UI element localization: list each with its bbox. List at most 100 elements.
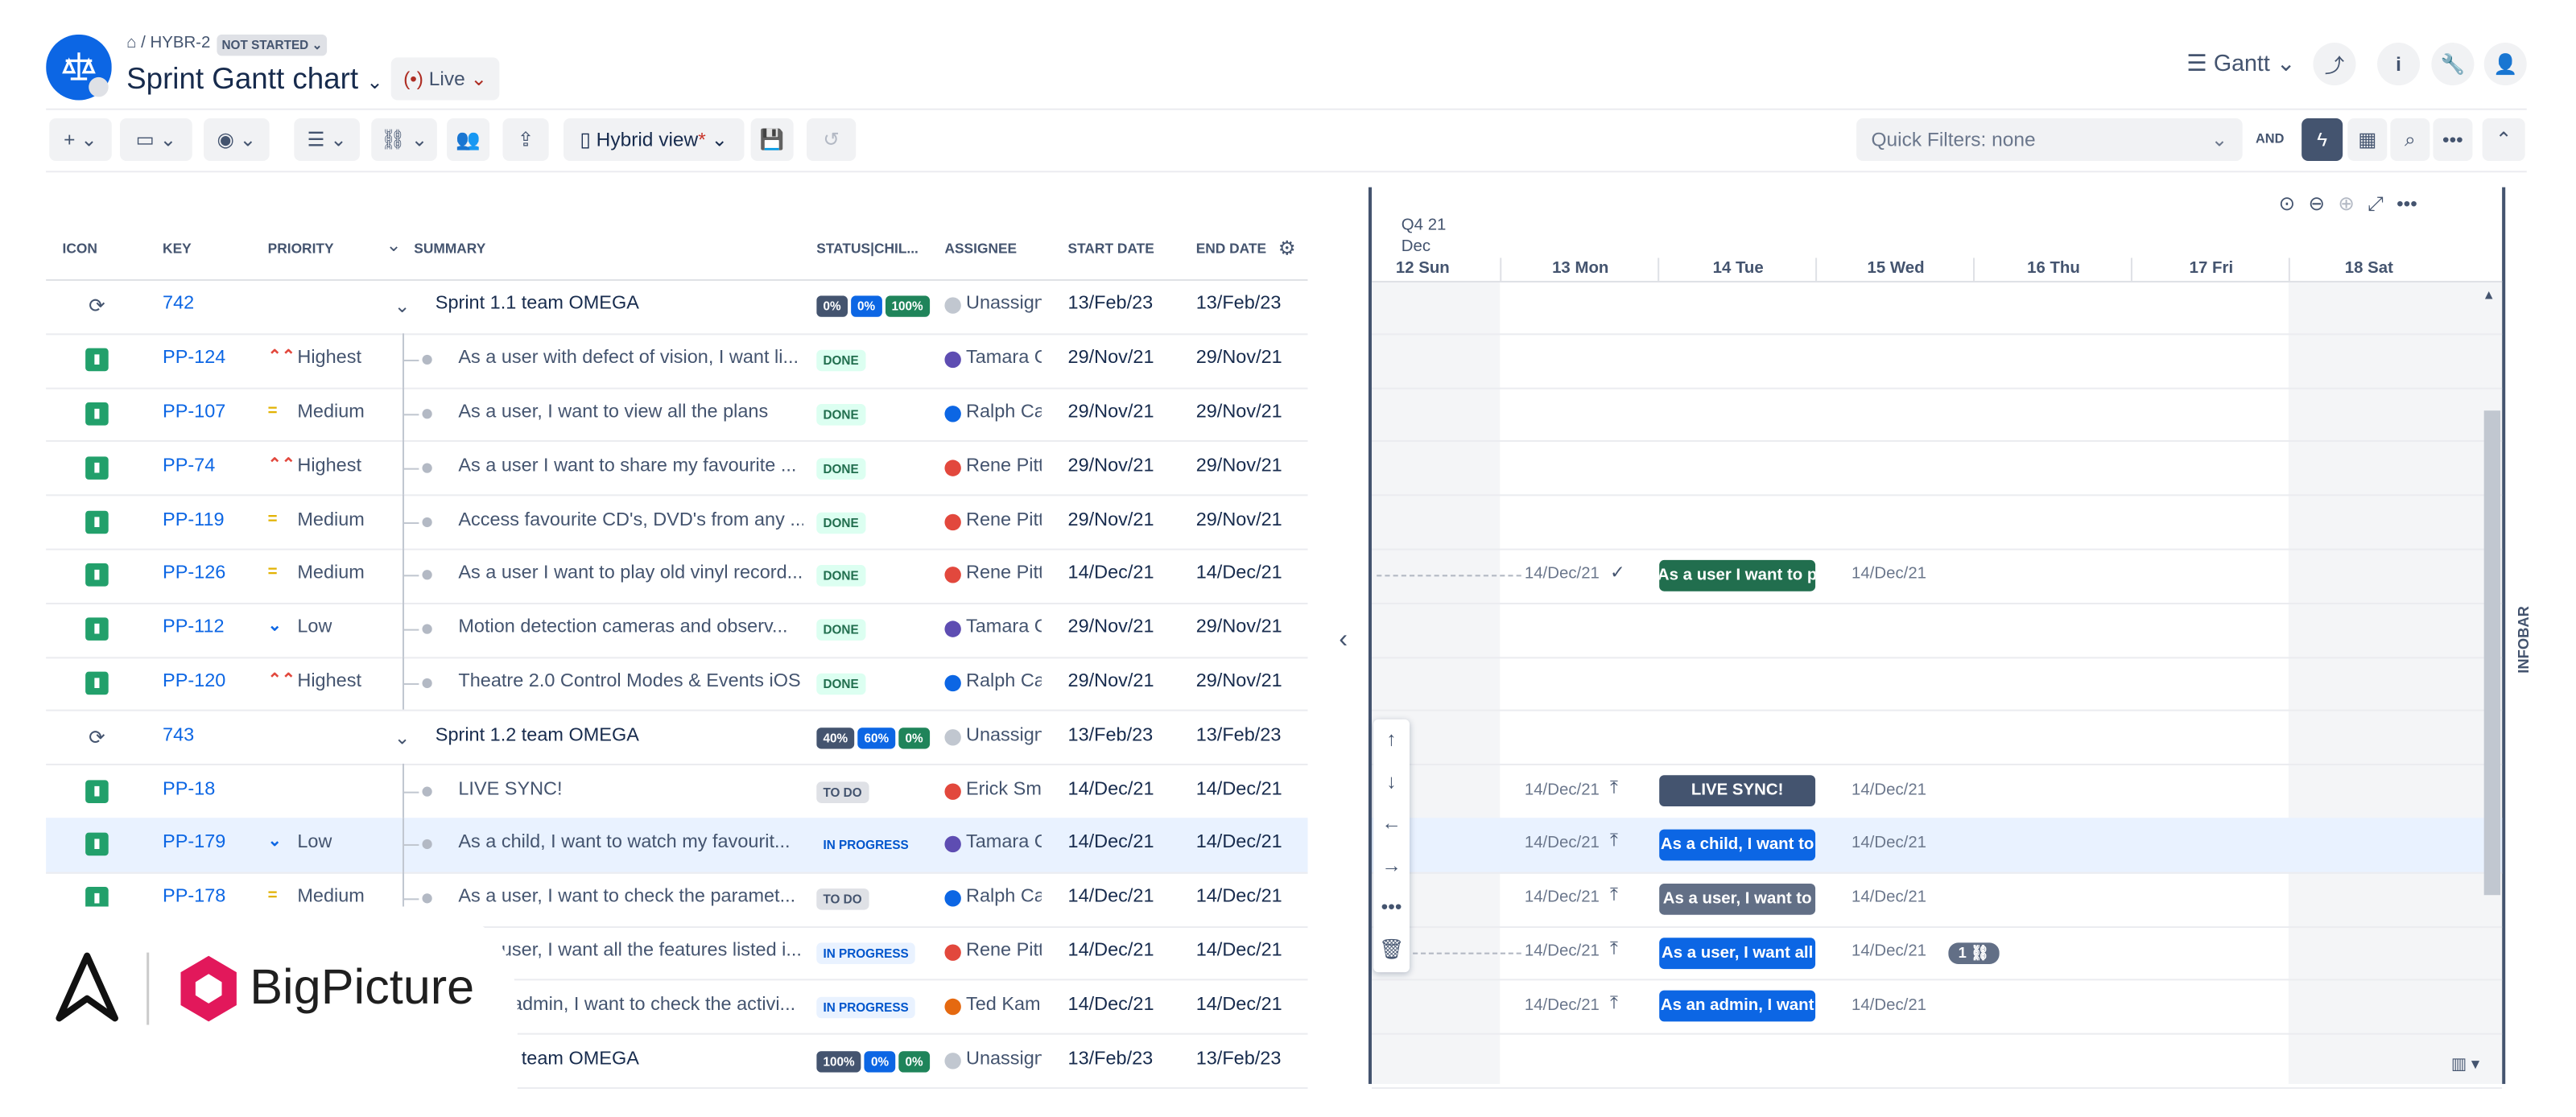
column-header[interactable]: ASSIGNEE: [944, 239, 1018, 257]
column-header[interactable]: START DATE: [1067, 239, 1154, 257]
infobar-tab[interactable]: INFOBAR: [2515, 606, 2532, 674]
link-button[interactable]: ⛓ ⌄: [371, 117, 437, 161]
column-header[interactable]: STATUS|CHIL...: [816, 239, 919, 257]
assignee: Unassigned: [965, 1049, 1042, 1069]
quick-filters[interactable]: Quick Filters: none ⌄: [1856, 117, 2243, 161]
table-row[interactable]: ▮ PP-18 LIVE SYNC! TO DO Erick Sm 14/Dec/21 14…: [46, 764, 1308, 820]
status-lozenge[interactable]: NOT STARTED ⌄: [217, 34, 328, 56]
calendar-button[interactable]: ▦: [2347, 117, 2388, 161]
lightning-button[interactable]: ϟ: [2301, 117, 2343, 161]
gantt-bar[interactable]: As a child, I want to: [1659, 829, 1816, 861]
issue-key[interactable]: PP-18: [163, 779, 216, 800]
live-button[interactable]: (•) Live ⌄: [390, 57, 500, 101]
gantt-bar[interactable]: As an admin, I want: [1659, 991, 1816, 1022]
issue-key[interactable]: PP-120: [163, 671, 226, 692]
save-button[interactable]: 💾: [750, 117, 794, 161]
assignee: Tamara C: [965, 833, 1042, 853]
table-row[interactable]: ▮ PP-107 = Medium As a user, I want to view …: [46, 386, 1308, 443]
collapse-button[interactable]: ⌃: [2482, 117, 2525, 161]
view-button[interactable]: ◉ ⌄: [204, 117, 270, 161]
table-row[interactable]: ▮ PP-120 ⌃⌃ Highest Theatre 2.0 Control Mode…: [46, 656, 1308, 712]
table-row[interactable]: ▮ PP-119 = Medium Access favourite CD's, DVD…: [46, 494, 1308, 550]
breadcrumb[interactable]: ⌂ / HYBR-2: [126, 34, 211, 53]
settings-button[interactable]: 🔧: [2431, 43, 2475, 86]
scrollbar-thumb[interactable]: [2483, 410, 2501, 896]
and-toggle[interactable]: AND: [2256, 131, 2285, 146]
column-header[interactable]: ICON: [62, 239, 97, 257]
header-border: [46, 278, 1308, 281]
issue-key[interactable]: PP-112: [163, 617, 225, 638]
add-button[interactable]: + ⌄: [49, 117, 112, 161]
start-date: 14/Dec/21: [1067, 833, 1154, 853]
collapse-panel[interactable]: ‹: [1339, 625, 1348, 654]
issue-key[interactable]: PP-74: [163, 455, 216, 476]
table-row[interactable]: ⟳ 743 ⌄ Sprint 1.2 team OMEGA 40% 60% 0% Unassi…: [46, 710, 1308, 766]
issue-key[interactable]: 743: [163, 725, 195, 746]
progress-badge: 40%: [816, 727, 855, 749]
tree-dot: [422, 839, 432, 850]
start-date: 14/Dec/21: [1067, 887, 1154, 907]
table-row[interactable]: ⟳ 742 ⌄ Sprint 1.1 team OMEGA 0% 0% 100% Unassi…: [46, 279, 1308, 335]
progress-badge: 0%: [850, 296, 882, 318]
end-date: 29/Nov/21: [1195, 455, 1282, 476]
gantt-row: [1372, 279, 2503, 335]
breadcrumb-key[interactable]: HYBR-2: [150, 34, 211, 53]
gantt-row: [1372, 495, 2503, 550]
issue-key[interactable]: PP-178: [163, 887, 226, 907]
column-header[interactable]: SUMMARY: [414, 239, 486, 257]
table-row[interactable]: ▮ PP-124 ⌃⌃ Highest As a user with defect of…: [46, 332, 1308, 389]
priority: Highest: [297, 455, 361, 476]
view-name: Hybrid view: [596, 128, 699, 151]
info-button[interactable]: i: [2377, 43, 2421, 86]
gantt-marker: ⤒: [1609, 831, 1618, 851]
gantt-bar[interactable]: As a user, I want to: [1659, 883, 1816, 915]
issue-key[interactable]: PP-107: [163, 402, 226, 422]
mode-switch[interactable]: ☰ Gantt ⌄: [2186, 49, 2296, 76]
more-button[interactable]: •••: [2433, 117, 2473, 161]
link-badge[interactable]: 1 ⛓: [1948, 942, 2000, 964]
issue-icon: ▮: [85, 617, 109, 641]
avatar: [944, 620, 961, 638]
group-toggle[interactable]: ⌄: [386, 236, 402, 257]
column-header[interactable]: KEY: [163, 239, 192, 257]
gantt-bar[interactable]: As a user I want to p: [1659, 559, 1816, 591]
team-button[interactable]: 👥: [447, 117, 490, 161]
expand-toggle[interactable]: ⌄: [394, 728, 411, 749]
expand-toggle[interactable]: ⌄: [394, 298, 411, 318]
column-header[interactable]: PRIORITY: [267, 239, 334, 257]
gantt-bar[interactable]: LIVE SYNC!: [1659, 775, 1816, 807]
column-settings[interactable]: ⚙: [1278, 236, 1296, 260]
issue-key[interactable]: PP-119: [163, 509, 225, 530]
board-title[interactable]: Sprint Gantt chart ⌄: [126, 62, 383, 96]
issue-key[interactable]: PP-124: [163, 348, 226, 369]
user-button[interactable]: 👤: [2483, 43, 2527, 86]
table-row[interactable]: ▮ PP-126 = Medium As a user I want to play o…: [46, 548, 1308, 604]
issue-icon: ▮: [85, 509, 109, 534]
dependency-line: [1377, 575, 1521, 578]
priority: Medium: [297, 402, 365, 422]
table-row[interactable]: ▮ PP-179 ⌄ Low As a child, I want to watch m…: [46, 818, 1308, 874]
table-row[interactable]: ▮ PP-112 ⌄ Low Motion detection cameras and …: [46, 602, 1308, 658]
zoom-controls[interactable]: ⊙ ⊖ ⊕ ⤢ •••: [2278, 192, 2417, 216]
gantt-row: [1372, 603, 2503, 658]
minimap-button[interactable]: ▥ ▾: [2450, 1056, 2480, 1074]
gantt-start-date: 14/Dec/21: [1524, 781, 1600, 800]
view-select[interactable]: ▯ Hybrid view * ⌄: [563, 117, 745, 161]
scroll-up[interactable]: ▲: [2482, 287, 2496, 303]
table-row[interactable]: ▮ PP-178 = Medium As a user, I want to check…: [46, 872, 1308, 928]
table-row[interactable]: ▮ PP-74 ⌃⌃ Highest As a user I want to share…: [46, 440, 1308, 497]
assignee: Tamara C: [965, 348, 1042, 369]
issue-key[interactable]: 742: [163, 295, 195, 315]
nav-toolbar[interactable]: ↑ ↓ ← → ••• 🗑: [1373, 719, 1410, 973]
gantt-bar[interactable]: As a user, I want all: [1659, 937, 1816, 969]
columns-button[interactable]: ☰ ⌄: [294, 117, 360, 161]
column-header[interactable]: END DATE: [1195, 239, 1267, 257]
issue-key[interactable]: PP-126: [163, 563, 226, 584]
progress-badge: 60%: [857, 727, 896, 749]
issue-key[interactable]: PP-179: [163, 833, 226, 853]
export-button[interactable]: ⇪: [502, 117, 549, 161]
folder-button[interactable]: ▭ ⌄: [119, 117, 192, 161]
share-button[interactable]: ⤴: [2313, 43, 2356, 86]
search-button[interactable]: ⌕: [2390, 117, 2430, 161]
undo-button[interactable]: ↺: [807, 117, 857, 161]
